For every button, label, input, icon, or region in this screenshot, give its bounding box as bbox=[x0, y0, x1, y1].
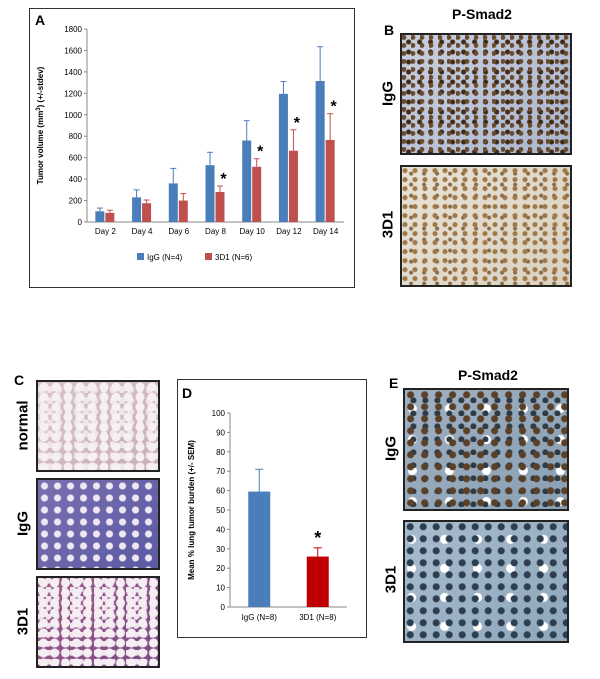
panel-d-letter: D bbox=[182, 385, 193, 401]
panel-b-label-igg: IgG bbox=[379, 81, 397, 106]
bar-3d1 bbox=[142, 203, 152, 222]
bar-igg bbox=[132, 197, 142, 222]
x-tick-label: IgG (N=8) bbox=[242, 613, 278, 622]
panel-c-label-normal: normal bbox=[14, 400, 32, 451]
y-tick-label: 40 bbox=[216, 525, 225, 534]
y-tick-label: 1400 bbox=[64, 68, 82, 77]
panel-c-label-igg: IgG bbox=[14, 511, 32, 536]
panel-d-frame bbox=[177, 379, 367, 638]
legend-label: 3D1 (N=6) bbox=[215, 253, 252, 262]
lung-tumor-burden-chart: 0 10 20 30 40 50 60 70 80 90 100 Mean % lung tumor … bbox=[187, 409, 347, 622]
y-tick-label: 1200 bbox=[64, 89, 82, 98]
y-tick-label: 400 bbox=[69, 175, 83, 184]
y-tick-label: 600 bbox=[69, 154, 83, 163]
y-tick-label: 60 bbox=[216, 487, 225, 496]
x-tick-label: Day 4 bbox=[132, 227, 153, 236]
panel-b-letter: B bbox=[384, 22, 395, 38]
legend-swatch bbox=[205, 253, 212, 260]
panel-c-label-3d1: 3D1 bbox=[14, 607, 32, 636]
y-tick-label: 1000 bbox=[64, 111, 82, 120]
bar-igg bbox=[168, 183, 178, 222]
panel-e-letter: E bbox=[389, 375, 399, 391]
panel-c-normal-image bbox=[36, 380, 160, 472]
y-tick-label: 30 bbox=[216, 545, 225, 554]
panel-e-label-3d1: 3D1 bbox=[382, 565, 400, 594]
panel-a-letter: A bbox=[35, 12, 46, 28]
panel-b-label-3d1: 3D1 bbox=[379, 210, 397, 239]
x-tick-label: 3D1 (N=8) bbox=[299, 613, 336, 622]
y-axis-label: Mean % lung tumor burden (+/- SEM) bbox=[187, 440, 196, 580]
y-tick-label: 70 bbox=[216, 467, 225, 476]
y-tick-label: 0 bbox=[221, 603, 226, 612]
bar-3d1 bbox=[252, 166, 262, 222]
bar-igg bbox=[278, 93, 288, 222]
bar-3d1 bbox=[325, 139, 335, 222]
y-tick-label: 100 bbox=[212, 409, 226, 418]
y-tick-label: 200 bbox=[69, 197, 83, 206]
bar-igg bbox=[205, 165, 215, 222]
bar-3d1 bbox=[288, 150, 298, 222]
legend-swatch bbox=[137, 253, 144, 260]
panel-b-title: P-Smad2 bbox=[452, 6, 512, 22]
x-tick-label: Day 10 bbox=[240, 227, 266, 236]
panel-b-igg-image bbox=[400, 33, 572, 155]
significance-star: * bbox=[294, 115, 301, 132]
bar-igg bbox=[248, 491, 271, 607]
y-tick-label: 20 bbox=[216, 564, 225, 573]
x-tick-label: Day 6 bbox=[168, 227, 189, 236]
significance-star: * bbox=[257, 144, 264, 161]
x-tick-label: Day 8 bbox=[205, 227, 226, 236]
bar-3d1 bbox=[215, 191, 225, 222]
x-tick-label: Day 2 bbox=[95, 227, 116, 236]
y-axis-label: Tumor volume (mm3) (+/-stdev) bbox=[36, 66, 45, 184]
panel-c-igg-image bbox=[36, 478, 160, 570]
panel-e-3d1-image bbox=[403, 520, 569, 643]
bar-3d1 bbox=[105, 212, 115, 222]
y-tick-label: 80 bbox=[216, 448, 225, 457]
y-tick-label: 1800 bbox=[64, 25, 82, 34]
panel-b-3d1-image bbox=[400, 165, 572, 287]
panel-c-letter: C bbox=[14, 372, 25, 388]
bar-igg bbox=[242, 140, 252, 222]
bar-3d1 bbox=[306, 556, 329, 607]
panel-e-label-igg: IgG bbox=[382, 436, 400, 461]
tumor-volume-chart: 0 200 400 600 800 1000 1200 1400 1600 1800 Tumor v… bbox=[36, 25, 344, 262]
y-tick-label: 50 bbox=[216, 506, 225, 515]
significance-star: * bbox=[314, 528, 321, 548]
significance-star: * bbox=[331, 99, 338, 116]
y-tick-label: 800 bbox=[69, 132, 83, 141]
bar-3d1 bbox=[178, 200, 188, 222]
significance-star: * bbox=[220, 171, 227, 188]
bar-igg bbox=[95, 211, 105, 222]
x-tick-label: Day 14 bbox=[313, 227, 339, 236]
x-tick-label: Day 12 bbox=[276, 227, 302, 236]
y-tick-label: 0 bbox=[78, 218, 83, 227]
y-tick-label: 1600 bbox=[64, 46, 82, 55]
panel-e-title: P-Smad2 bbox=[458, 367, 518, 383]
y-tick-label: 90 bbox=[216, 428, 225, 437]
legend-label: IgG (N=4) bbox=[147, 253, 183, 262]
panel-a-frame bbox=[29, 8, 355, 288]
y-tick-label: 10 bbox=[216, 584, 225, 593]
bar-igg bbox=[315, 81, 325, 222]
panel-c-3d1-image bbox=[36, 576, 160, 668]
panel-e-igg-image bbox=[403, 388, 569, 511]
